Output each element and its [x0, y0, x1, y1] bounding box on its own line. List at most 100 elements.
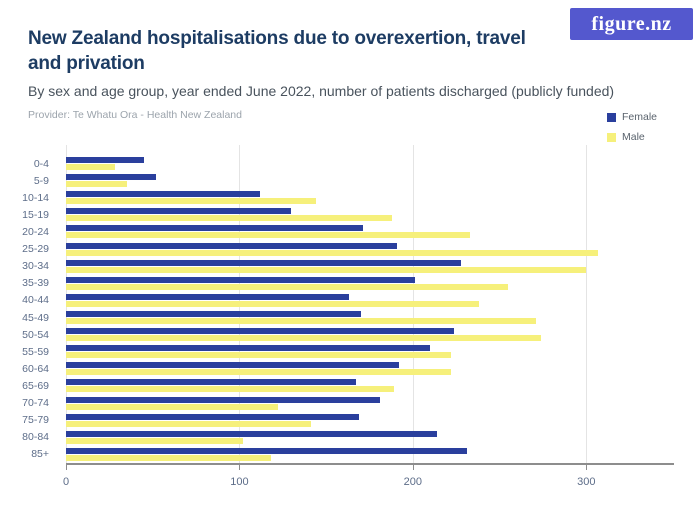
legend-item-male: Male — [607, 131, 657, 143]
y-axis-label: 60-64 — [22, 362, 49, 375]
bar-pair — [66, 206, 673, 223]
bar-female — [66, 447, 467, 454]
chart-rows: 0-4 5-9 10-14 15-19 20-24 25-29 30-34 35-39 40-4… — [0, 145, 700, 463]
legend-item-female: Female — [607, 111, 657, 123]
bar-female — [66, 413, 360, 420]
gridline-300 — [586, 145, 588, 463]
bar-pair — [66, 395, 673, 412]
age-group-row: 50-54 — [0, 326, 700, 343]
x-axis-tick-label: 0 — [62, 476, 70, 488]
bar-female — [66, 208, 292, 215]
bar-male — [66, 420, 311, 427]
x-axis-tick — [412, 463, 414, 470]
x-axis-line — [66, 463, 674, 465]
bar-female — [66, 362, 399, 369]
title-line-2: and privation — [28, 53, 145, 74]
row-spacer — [58, 377, 66, 394]
age-group-row: 35-39 — [0, 275, 700, 292]
chart-header: New Zealand hospitalisations due to over… — [28, 26, 614, 121]
bar-male — [66, 198, 316, 205]
y-axis-label: 55-59 — [22, 345, 49, 358]
bar-male — [66, 232, 471, 239]
y-axis-label: 50-54 — [22, 328, 49, 341]
bar-male — [66, 437, 243, 444]
bar-pair — [66, 360, 673, 377]
bar-female — [66, 379, 356, 386]
row-spacer — [58, 412, 66, 429]
male-swatch-icon — [607, 132, 616, 142]
row-spacer — [58, 275, 66, 292]
y-axis-label: 10-14 — [22, 191, 49, 204]
bar-pair — [66, 189, 673, 206]
bar-female — [66, 396, 380, 403]
x-axis-tick-label: 200 — [403, 476, 423, 488]
bar-male — [66, 164, 115, 171]
legend: Female Male — [607, 111, 657, 151]
row-spacer — [58, 241, 66, 258]
y-axis-label: 70-74 — [22, 397, 49, 410]
bar-chart: 0-4 5-9 10-14 15-19 20-24 25-29 30-34 35-39 40-4… — [0, 145, 700, 488]
bar-pair — [66, 343, 673, 360]
y-axis-label: 25-29 — [22, 243, 49, 256]
figurenz-logo[interactable]: figure.nz — [570, 8, 693, 40]
bar-pair — [66, 292, 673, 309]
bar-female — [66, 191, 261, 198]
age-group-row: 0-4 — [0, 155, 700, 172]
bar-male — [66, 249, 599, 256]
bar-pair — [66, 258, 673, 275]
y-axis-label: 80-84 — [22, 431, 49, 444]
age-group-row: 30-34 — [0, 258, 700, 275]
row-spacer — [58, 223, 66, 240]
age-group-row: 65-69 — [0, 377, 700, 394]
bar-male — [66, 335, 542, 342]
bar-male — [66, 181, 127, 188]
female-swatch-icon — [607, 112, 616, 122]
y-axis-label: 75-79 — [22, 414, 49, 427]
bar-male — [66, 386, 394, 393]
row-spacer — [58, 172, 66, 189]
bar-male — [66, 215, 393, 222]
bar-female — [66, 311, 361, 318]
bar-pair — [66, 412, 673, 429]
bar-female — [66, 293, 349, 300]
age-group-row: 40-44 — [0, 292, 700, 309]
x-axis-tick-label: 300 — [577, 476, 596, 488]
age-group-row: 45-49 — [0, 309, 700, 326]
row-spacer — [58, 258, 66, 275]
age-group-row: 80-84 — [0, 429, 700, 446]
page-title: New Zealand hospitalisations due to over… — [28, 26, 614, 76]
age-group-row: 75-79 — [0, 412, 700, 429]
bar-male — [66, 300, 479, 307]
chart-subtitle: By sex and age group, year ended June 20… — [28, 83, 615, 99]
y-axis-label: 5-9 — [33, 174, 49, 187]
bar-male — [66, 369, 451, 376]
age-group-row: 5-9 — [0, 172, 700, 189]
x-axis-tick — [66, 463, 67, 470]
legend-label-female: Female — [622, 111, 658, 123]
row-spacer — [58, 326, 66, 343]
bar-female — [66, 225, 363, 232]
bar-pair — [66, 223, 673, 240]
row-spacer — [58, 189, 66, 206]
provider-credit: Provider: Te Whatu Ora - Health New Zeal… — [28, 109, 242, 121]
bar-male — [66, 403, 278, 410]
y-axis-label: 45-49 — [22, 311, 49, 324]
y-axis-label: 30-34 — [22, 260, 49, 273]
title-line-1: New Zealand hospitalisations due to over… — [28, 28, 526, 49]
bar-female — [66, 174, 157, 181]
row-spacer — [58, 343, 66, 360]
y-axis-label: 85+ — [31, 448, 49, 461]
row-spacer — [58, 309, 66, 326]
y-axis-label: 35-39 — [22, 277, 49, 290]
bar-female — [66, 328, 455, 335]
bar-pair — [66, 309, 673, 326]
bar-male — [66, 352, 451, 359]
bar-female — [66, 242, 398, 249]
bar-pair — [66, 172, 673, 189]
bar-pair — [66, 377, 673, 394]
age-group-row: 25-29 — [0, 241, 700, 258]
y-axis-label: 40-44 — [22, 294, 49, 307]
bar-female — [66, 259, 462, 266]
row-spacer — [58, 155, 66, 172]
age-group-row: 70-74 — [0, 395, 700, 412]
